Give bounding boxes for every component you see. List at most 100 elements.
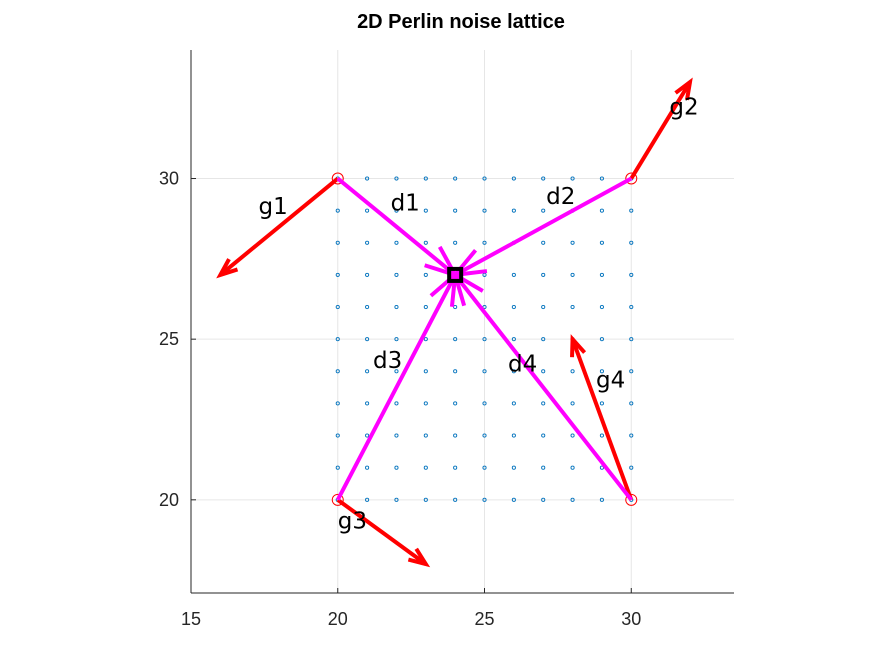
y-tick-label: 20 — [159, 490, 179, 510]
sample-point — [541, 433, 546, 438]
sample-point — [541, 272, 546, 277]
sample-point — [629, 240, 634, 245]
sample-point — [365, 337, 370, 342]
sample-point — [394, 369, 399, 374]
sample-point — [365, 240, 370, 245]
sample-point — [511, 272, 516, 277]
sample-point — [511, 304, 516, 310]
sample-point — [541, 401, 546, 406]
sample-point — [453, 465, 458, 470]
vector-label-d4: d4 — [508, 351, 537, 377]
sample-point — [599, 433, 604, 438]
sample-point — [599, 369, 604, 374]
distance-vector-d3-shaft — [335, 273, 457, 501]
gradient-vector-g3 — [336, 498, 431, 568]
sample-point — [629, 433, 634, 438]
sample-point — [599, 465, 604, 470]
sample-point — [482, 208, 487, 213]
gradient-vector-g4-shaft — [570, 338, 634, 501]
gradient-vector-g4-head — [570, 334, 587, 358]
sample-point — [365, 497, 370, 502]
sample-point — [394, 433, 399, 438]
sample-point — [511, 433, 516, 438]
sample-point — [541, 304, 546, 310]
gradient-vector-g4 — [570, 334, 634, 501]
sample-point — [482, 337, 487, 342]
sample-point — [365, 304, 370, 310]
sample-point — [541, 497, 546, 502]
vector-label-g1: g1 — [259, 194, 288, 220]
corners-layer — [331, 172, 638, 506]
gradient-vector-g1-head — [216, 258, 239, 279]
grid-layer — [190, 50, 734, 593]
sample-point — [453, 176, 458, 181]
sample-point — [335, 240, 340, 245]
sample-point — [629, 208, 634, 213]
sample-point — [423, 465, 428, 470]
chart-title: 2D Perlin noise lattice — [357, 11, 565, 33]
gradient-vector-g3-head — [407, 547, 431, 568]
sample-point — [629, 272, 634, 277]
sample-point — [335, 433, 340, 438]
sample-point — [453, 369, 458, 374]
x-tick-label: 20 — [328, 609, 348, 629]
gradient-vector-g1 — [216, 176, 340, 279]
sample-point — [541, 240, 546, 245]
sample-point — [365, 401, 370, 406]
sample-point — [335, 369, 340, 374]
sample-point — [629, 465, 634, 470]
sample-point — [423, 337, 428, 342]
sample-point — [423, 208, 428, 213]
sample-point — [629, 369, 634, 374]
sample-point — [511, 176, 516, 181]
sample-point — [394, 240, 399, 245]
vector-labels-layer: g1 g2 g3 g4 d1 d2 d3 d4 — [259, 94, 699, 534]
sample-point — [453, 401, 458, 406]
vector-label-d1: d1 — [391, 191, 420, 217]
sample-point — [335, 337, 340, 342]
sample-point — [541, 176, 546, 181]
vector-label-g3: g3 — [338, 509, 367, 535]
sample-point — [365, 272, 370, 277]
sample-point — [482, 497, 487, 502]
sample-point — [570, 497, 575, 502]
sample-point — [629, 304, 634, 310]
sample-point — [570, 176, 575, 181]
sample-point — [482, 369, 487, 374]
sample-point — [541, 369, 546, 374]
distance-vector-d4-head — [451, 270, 484, 307]
sample-point — [365, 208, 370, 213]
sample-point — [599, 304, 604, 310]
query-point — [447, 266, 464, 283]
sample-point — [335, 208, 340, 213]
sample-point — [335, 304, 340, 310]
sample-points-layer — [335, 176, 634, 502]
sample-point — [423, 433, 428, 438]
sample-point — [570, 369, 575, 374]
sample-point — [482, 240, 487, 245]
gradient-vector-g2-shaft — [629, 81, 692, 180]
axes-layer: 15 20 25 30 20 25 30 — [159, 50, 734, 629]
sample-point — [482, 176, 487, 181]
sample-point — [570, 465, 575, 470]
sample-point — [423, 304, 428, 310]
vector-label-d2: d2 — [546, 184, 575, 210]
sample-point — [570, 433, 575, 438]
corner-point — [625, 172, 638, 185]
vector-label-g4: g4 — [596, 367, 625, 393]
sample-point — [511, 369, 516, 374]
corner-point — [331, 172, 344, 185]
sample-point — [482, 401, 487, 406]
sample-point — [629, 401, 634, 406]
sample-point — [482, 433, 487, 438]
sample-point — [599, 272, 604, 277]
sample-point — [570, 272, 575, 277]
sample-point — [394, 401, 399, 406]
sample-point — [511, 465, 516, 470]
query-point-layer — [447, 266, 464, 283]
vector-label-d3: d3 — [373, 348, 402, 374]
x-tick-label: 15 — [181, 609, 201, 629]
sample-point — [482, 304, 487, 310]
sample-point — [511, 497, 516, 502]
sample-point — [453, 240, 458, 245]
